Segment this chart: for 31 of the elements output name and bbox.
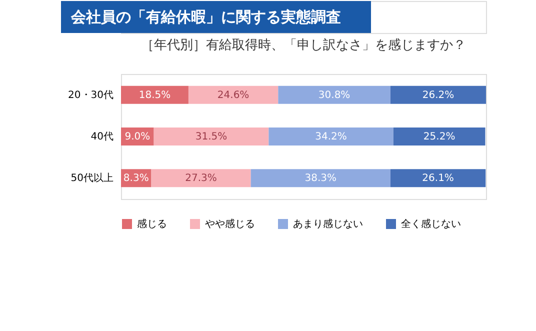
y-tick-label: 20・30代 — [68, 90, 114, 101]
bar — [154, 128, 269, 146]
bar — [250, 169, 390, 188]
legend-label: 全く感じない — [401, 218, 461, 230]
data-label: 9.0% — [124, 132, 150, 142]
legend-label: 感じる — [137, 218, 167, 230]
data-label: 18.5% — [138, 90, 171, 101]
y-tick-label: 40代 — [90, 132, 114, 142]
data-label: 31.5% — [195, 132, 228, 142]
data-label: 25.2% — [423, 132, 456, 142]
data-label: 34.2% — [315, 132, 347, 142]
y-tick-label: 50代以上 — [70, 172, 114, 184]
legend-label: あまり感じない — [293, 218, 363, 230]
bar — [278, 86, 390, 104]
bar — [121, 86, 188, 104]
data-label: 30.8% — [318, 90, 350, 101]
bar — [393, 128, 486, 146]
chart-subtitle: ［年代別］有給取得時、「申し訳なさ」を感じますか？ — [141, 38, 466, 53]
bar — [151, 169, 251, 188]
data-label: 26.2% — [422, 90, 454, 101]
bar — [390, 169, 486, 188]
data-label: 8.3% — [123, 173, 149, 184]
legend-label: やや感じる — [205, 218, 255, 230]
bar — [268, 128, 394, 146]
data-label: 26.1% — [422, 173, 454, 184]
chart-title: 会社員の「有給休暇」に関する実態調査 — [70, 8, 341, 26]
data-label: 24.6% — [217, 90, 250, 101]
data-label: 27.3% — [185, 173, 217, 184]
bar — [390, 86, 486, 104]
bar — [188, 86, 278, 104]
data-label: 38.3% — [304, 173, 337, 184]
